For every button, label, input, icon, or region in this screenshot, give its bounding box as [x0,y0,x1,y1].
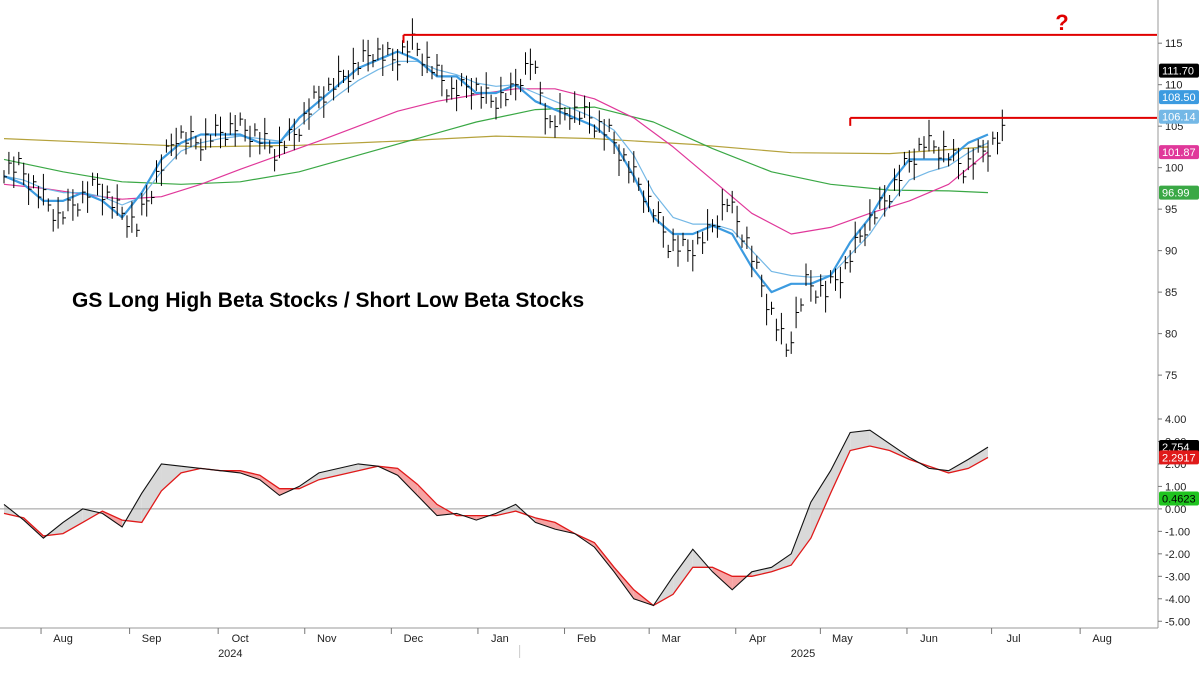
oscillator-fill-segment [830,432,851,494]
x-tick-label: Jan [491,633,509,645]
ma-200-line [3,135,989,155]
osc-y-tick-label: -4.00 [1165,594,1190,606]
oscillator-fill-segment [791,502,811,566]
osc-y-tick-label: -3.00 [1165,571,1190,583]
last-value-badge [1159,491,1199,506]
year-label: 2025 [791,648,815,660]
x-tick-label: Jul [1007,633,1021,645]
last-value-badge-text: 2.2917 [1162,452,1196,464]
price-y-tick-label: 80 [1165,329,1177,341]
x-tick-label: Nov [317,633,337,645]
osc-y-tick-label: -5.00 [1165,616,1190,628]
oscillator-fill-segment [417,484,437,516]
x-tick-label: Feb [577,633,596,645]
oscillator-fill-segment [594,542,615,572]
x-tick-label: Oct [232,633,249,645]
last-value-badge [1159,63,1199,78]
oscillator-fill-segment [968,447,988,469]
x-tick-label: Aug [53,633,73,645]
osc-y-tick-label: 4.00 [1165,414,1186,426]
last-value-badge-text: 111.70 [1162,66,1194,78]
last-value-badge-text: 106.14 [1162,112,1196,124]
x-tick-label: Apr [749,633,766,645]
oscillator-fast-line [3,429,989,607]
osc-y-tick-label: 0.00 [1165,504,1186,516]
x-tick-label: May [832,633,853,645]
last-value-badge-text: 108.50 [1162,92,1196,104]
last-value-badge-text: 96.99 [1162,188,1190,200]
oscillator-fill-segment [712,567,733,590]
oscillator-fill-segment [850,430,870,451]
oscillator-fill-segment [673,549,693,595]
last-value-badge [1159,185,1199,200]
x-tick-label: Mar [662,633,681,645]
price-panel [3,18,1157,357]
ma-100-line [3,106,989,194]
oscillator-fill-segment [141,463,162,523]
oscillator-fill-segment [338,463,359,476]
oscillator-fill-segment [259,475,280,496]
axes: 11511010510095908580754.003.002.001.000.… [0,0,1199,660]
price-y-tick-label: 95 [1165,204,1177,216]
last-value-badge [1159,450,1199,465]
price-y-tick-label: 110 [1165,80,1183,92]
oscillator-fill-segment [771,553,792,572]
oscillator-panel [0,429,1157,607]
oscillator-fill-segment [810,470,831,539]
price-badges: 111.70 108.50 106.14 101.87 96.99 [1159,63,1199,200]
price-y-tick-label: 90 [1165,246,1177,258]
oscillator-fill-segment [240,470,260,480]
ema-fast-line [3,50,989,294]
price-y-tick-label: 105 [1165,121,1183,133]
oscillator-fill-segment [869,430,890,451]
osc-y-tick-label: -1.00 [1165,526,1190,538]
last-value-badge [1159,90,1199,105]
price-y-tick-label: 85 [1165,287,1177,299]
osc-y-tick-label: -2.00 [1165,549,1190,561]
oscillator-fill-segment [751,567,772,577]
last-value-badge-text: 101.87 [1162,147,1196,159]
x-tick-label: Sep [142,633,162,645]
oscillator-fill-segment [397,468,418,496]
ema-mid-line [3,60,989,278]
price-y-tick-label: 115 [1165,38,1183,50]
oscillator-fill-segment [63,508,83,534]
oscillator-fill-segment [535,517,556,530]
year-label: 2024 [218,648,242,660]
oscillator-slow-line [3,445,989,607]
price-y-tick-label: 100 [1165,163,1183,175]
x-tick-label: Dec [404,633,424,645]
ma-50-line [3,88,989,235]
question-annotation: ? [1055,10,1068,35]
x-tick-label: Jun [920,633,938,645]
last-value-badge [1159,109,1199,124]
last-value-badge-text: 0.4623 [1162,493,1196,505]
oscillator-fill-segment [318,468,339,480]
price-bars [3,18,1006,357]
chart-title: GS Long High Beta Stocks / Short Low Bet… [72,289,584,312]
oscillator-fill-segment [161,463,182,491]
last-value-badge [1159,145,1199,160]
price-y-tick-label: 75 [1165,370,1177,382]
osc-y-tick-label: 1.00 [1165,481,1186,493]
x-tick-label: Aug [1092,633,1112,645]
oscillator-fill-segment [614,567,634,599]
